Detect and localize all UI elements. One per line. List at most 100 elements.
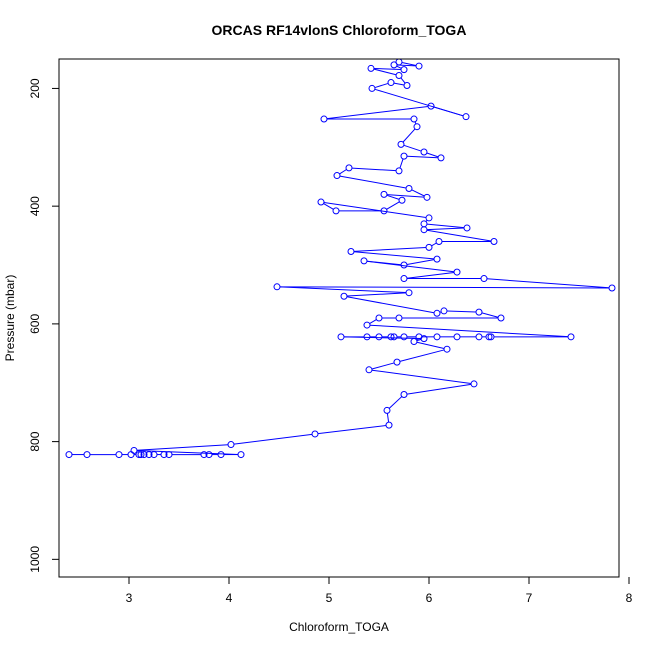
data-point <box>127 451 135 459</box>
data-point <box>497 314 505 322</box>
data-point <box>140 451 148 459</box>
data-point <box>415 333 423 341</box>
data-point <box>410 115 418 123</box>
data-point <box>273 283 281 291</box>
data-point <box>400 261 408 269</box>
series-segment <box>317 424 387 435</box>
series-segment <box>374 82 389 89</box>
data-point <box>410 338 418 346</box>
y-tick-label: 1000 <box>28 546 42 573</box>
data-point <box>390 61 398 69</box>
series-segment <box>339 169 347 175</box>
data-point <box>487 333 495 341</box>
series-segment <box>481 312 499 318</box>
series-segment <box>393 82 405 86</box>
series-segment <box>426 223 465 229</box>
y-tick-label: 400 <box>28 196 42 216</box>
x-tick-label: 6 <box>426 591 433 605</box>
data-point <box>395 71 403 79</box>
series-segment <box>400 77 406 84</box>
data-point <box>400 66 408 74</box>
series-segment <box>346 296 435 314</box>
data-point <box>317 198 325 206</box>
series-segment <box>369 324 569 338</box>
data-point <box>435 237 443 245</box>
series-segment <box>486 278 610 289</box>
data-point <box>400 152 408 160</box>
data-point <box>160 451 168 459</box>
series-segment <box>346 292 407 297</box>
data-point <box>368 84 376 92</box>
series-segment <box>326 105 429 120</box>
series-segment <box>371 369 472 385</box>
y-tick-label: 800 <box>28 431 42 451</box>
series-segment <box>406 155 439 159</box>
series-segment <box>136 444 229 451</box>
series-segment <box>399 349 445 362</box>
data-point <box>433 333 441 341</box>
data-point <box>383 406 391 414</box>
data-point <box>400 391 408 399</box>
data-point <box>490 237 498 245</box>
data-point <box>375 314 383 322</box>
y-axis: 200 400 600 800 1000 <box>28 78 59 573</box>
data-point <box>395 167 403 175</box>
chart-title: ORCAS RF14vlonS Chloroform_TOGA <box>212 22 467 38</box>
series-segment <box>353 251 435 260</box>
data-point <box>420 220 428 228</box>
series-segment <box>279 286 610 289</box>
series-segment <box>351 167 397 172</box>
data-point <box>475 333 483 341</box>
data-point <box>387 333 395 341</box>
data-point <box>237 451 245 459</box>
x-axis: 3 4 5 6 7 8 <box>126 577 633 605</box>
data-point <box>400 333 408 341</box>
data-point <box>395 314 403 322</box>
data-point <box>150 451 158 459</box>
data-point <box>398 196 406 204</box>
y-tick-label: 200 <box>28 78 42 98</box>
data-point <box>340 292 348 300</box>
data-point <box>485 333 493 341</box>
series-segment <box>374 88 464 117</box>
data-point <box>567 333 575 341</box>
data-point <box>397 140 405 148</box>
data-point <box>115 451 123 459</box>
series-segment <box>371 362 395 370</box>
y-tick-label: 600 <box>28 314 42 334</box>
series-segment <box>426 152 439 158</box>
data-point <box>470 380 478 388</box>
data-point <box>311 430 319 438</box>
data-point <box>393 358 401 366</box>
series-segment <box>446 310 477 313</box>
series-segment <box>366 260 402 266</box>
series-segment <box>279 286 407 294</box>
series-segment <box>406 271 455 279</box>
data-point <box>403 81 411 89</box>
data-point <box>405 185 413 192</box>
series-segment <box>386 201 400 210</box>
series-segment <box>369 319 377 324</box>
series-segment <box>373 68 397 76</box>
data-point <box>425 243 433 251</box>
series-segment <box>353 247 427 252</box>
series-segment <box>323 203 334 210</box>
data-point <box>423 193 431 201</box>
data-point <box>440 307 448 315</box>
series-segment <box>373 68 402 70</box>
data-point <box>463 224 471 232</box>
data-point <box>390 333 398 341</box>
data-point <box>462 113 470 121</box>
data-point <box>145 451 153 459</box>
data-point <box>453 268 461 276</box>
data-point <box>363 333 371 341</box>
x-tick-label: 7 <box>526 591 533 605</box>
data-point <box>427 102 435 110</box>
x-axis-label: Chloroform_TOGA <box>289 620 389 634</box>
series-segment <box>386 194 425 198</box>
series-segment <box>426 229 492 242</box>
data-point <box>453 333 461 341</box>
data-point <box>437 154 445 162</box>
data-point <box>347 247 355 255</box>
data-point <box>375 333 383 341</box>
